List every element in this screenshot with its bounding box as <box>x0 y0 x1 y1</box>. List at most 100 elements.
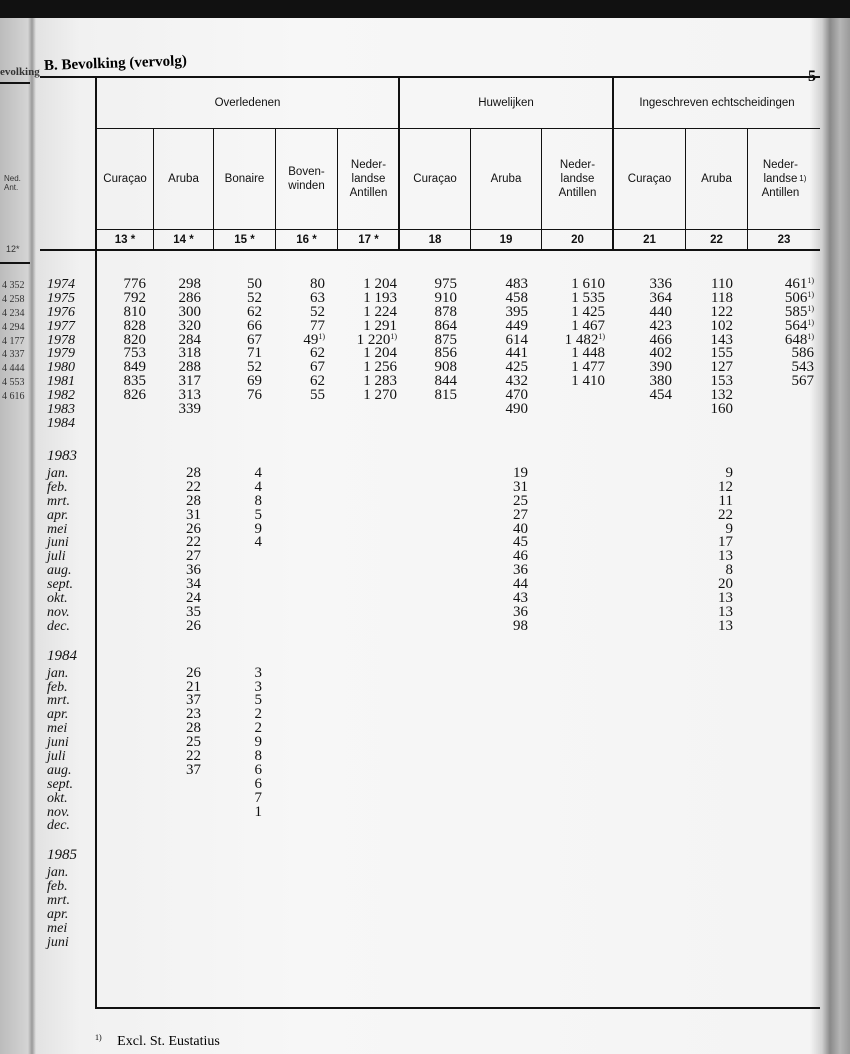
column-header: Aruba <box>471 129 541 229</box>
table-cell <box>399 403 470 417</box>
row-label: jan. <box>47 865 69 881</box>
table-cell <box>213 450 275 467</box>
table-cell <box>470 894 541 908</box>
table-cell <box>747 450 820 467</box>
row-label: juli <box>47 549 66 565</box>
table-row: mrt. 37 5 <box>35 693 820 708</box>
table-cell: 567 <box>791 373 815 390</box>
table-cell: 9 <box>725 520 734 537</box>
table-cell <box>747 509 820 523</box>
table-cell <box>470 417 541 431</box>
column-header: Boven- winden <box>276 129 337 229</box>
table-cell <box>275 564 337 578</box>
cell-value: 564 <box>784 317 808 334</box>
table-cell <box>685 667 747 681</box>
table-cell <box>613 708 685 722</box>
table-cell <box>153 778 213 792</box>
left-page-value: 4 553 <box>2 377 25 389</box>
table-cell <box>685 417 747 431</box>
table-cell <box>337 536 399 550</box>
table-cell <box>275 778 337 792</box>
table-row: 1983 339 490 160 <box>35 402 820 417</box>
table-cell <box>399 894 470 908</box>
table-cell <box>275 481 337 495</box>
table-cell <box>613 722 685 736</box>
table-cell: 543 <box>791 359 815 376</box>
row-label: okt. <box>47 591 68 607</box>
table-cell <box>399 578 470 592</box>
table-cell <box>337 667 399 681</box>
table-cell: 22 <box>718 506 733 523</box>
row-label: 1978 <box>47 332 75 348</box>
left-page-value: 4 444 <box>2 363 25 375</box>
column-number: 15 * <box>234 233 255 246</box>
table-cell <box>541 694 613 708</box>
table-cell: 1 291 <box>363 317 397 334</box>
monthly-rows: 1983 jan. 28 4 19 9 feb. 22 4 31 12 mrt. 28 8 25 11 apr.… <box>35 449 820 966</box>
table-cell <box>153 894 213 908</box>
table-cell <box>747 792 820 806</box>
table-cell <box>213 849 275 866</box>
table-cell <box>96 750 153 764</box>
table-cell: 17 <box>718 534 733 551</box>
table-cell <box>470 936 541 950</box>
table-cell: 6 <box>254 761 263 778</box>
group-header-echtscheidingen: Ingeschreven echtscheidingen <box>639 97 795 109</box>
table-cell: 298 <box>178 276 202 292</box>
table-cell <box>613 694 685 708</box>
row-label: 1980 <box>47 360 75 376</box>
table-cell <box>747 481 820 495</box>
table-cell: 5851) <box>747 304 820 320</box>
table-cell <box>275 936 337 950</box>
table-cell <box>275 495 337 509</box>
stub-divider <box>95 76 97 1008</box>
table-cell <box>337 819 399 833</box>
table-cell: 390 <box>649 359 673 376</box>
table-cell <box>541 592 613 606</box>
table-cell <box>470 792 541 806</box>
table-cell <box>337 578 399 592</box>
left-page-column-label: Ned. Ant. <box>4 174 21 192</box>
table-cell <box>541 908 613 922</box>
table-cell <box>613 866 685 880</box>
table-row: mei 28 2 <box>35 721 820 737</box>
left-page-value: 4 294 <box>2 321 25 333</box>
table-cell <box>747 922 820 936</box>
table-cell <box>275 908 337 922</box>
table-cell: 1 <box>254 803 263 820</box>
table-cell <box>96 523 153 537</box>
column-label: Aruba <box>168 173 199 185</box>
column-label: Curaçao <box>103 173 147 185</box>
table-cell: 31 <box>186 506 201 523</box>
table-cell: 22 <box>186 748 201 765</box>
table-header-bottom-rule <box>40 249 820 251</box>
table-cell <box>541 936 613 950</box>
table-cell <box>470 849 541 866</box>
table-cell <box>337 650 399 667</box>
table-cell: 13 <box>718 548 733 565</box>
table-cell <box>470 681 541 695</box>
table-cell <box>275 806 337 820</box>
table-cell <box>613 819 685 833</box>
table-cell: 441 <box>505 345 529 362</box>
row-label: 1979 <box>47 346 75 362</box>
row-label: mei <box>47 721 68 737</box>
table-cell <box>399 481 470 495</box>
row-label: juni <box>47 934 69 950</box>
table-cell: 25 <box>513 492 528 509</box>
table-cell <box>541 389 613 403</box>
table-cell <box>96 806 153 820</box>
table-cell: 395 <box>505 303 529 320</box>
table-cell <box>541 606 613 620</box>
table-cell: 155 <box>710 345 734 362</box>
table-cell: 132 <box>710 387 734 404</box>
table-cell <box>685 792 747 806</box>
row-label: 1976 <box>47 304 75 320</box>
table-cell <box>613 894 685 908</box>
table-cell: 5061) <box>747 290 820 306</box>
table-cell <box>213 417 275 431</box>
table-cell: 13 <box>718 603 733 620</box>
table-cell: 67 <box>310 359 325 376</box>
table-cell <box>541 778 613 792</box>
table-cell: 4611) <box>747 277 820 292</box>
